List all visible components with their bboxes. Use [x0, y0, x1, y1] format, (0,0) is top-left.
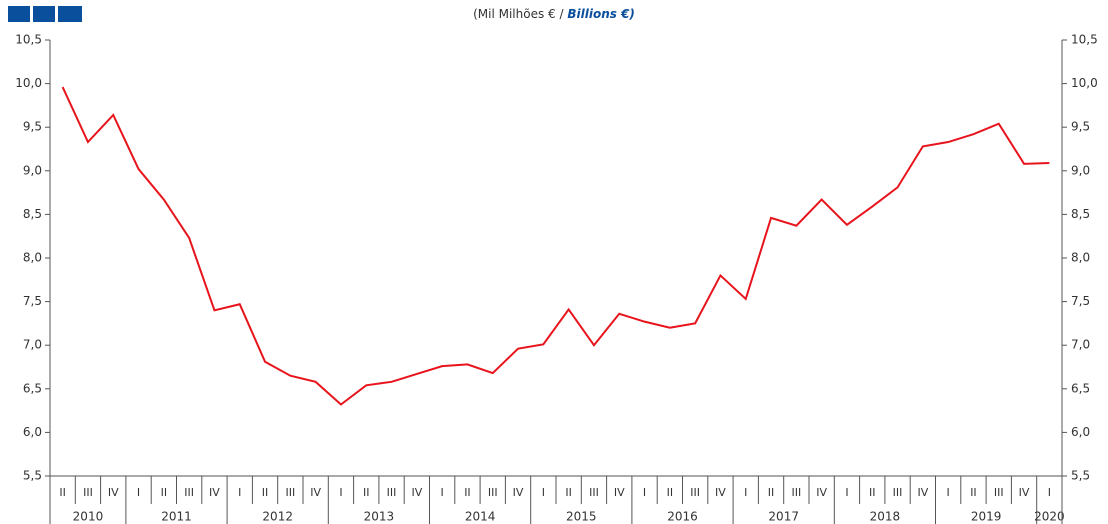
year-label: 2012: [262, 510, 293, 524]
x-tick-label: IV: [411, 486, 422, 499]
y-tick-label: 10,0: [15, 76, 42, 90]
y-tick-label: 6,5: [1071, 381, 1090, 395]
year-label: 2016: [667, 510, 698, 524]
x-tick-label: IV: [816, 486, 827, 499]
line-series: [61, 86, 1050, 406]
y-tick-label: 7,5: [1071, 294, 1090, 308]
x-tick-label: III: [184, 486, 194, 499]
x-tick-label: I: [643, 486, 646, 499]
x-tick-label: II: [262, 486, 269, 499]
y-tick-label: 8,5: [23, 207, 42, 221]
x-tick-label: III: [791, 486, 801, 499]
x-tick-label: I: [1048, 486, 1051, 499]
chart-title: (Mil Milhões € / Billions €): [473, 7, 635, 21]
y-tick-label: 10,0: [1071, 76, 1098, 90]
x-tick-label: IV: [1019, 486, 1030, 499]
x-tick-label: II: [565, 486, 572, 499]
y-tick-label: 8,0: [1071, 251, 1090, 265]
x-tick-label: IV: [917, 486, 928, 499]
y-tick-label: 9,5: [1071, 120, 1090, 134]
x-tick-label: II: [464, 486, 471, 499]
y-tick-label: 9,0: [1071, 163, 1090, 177]
title-en: Billions €): [567, 7, 635, 21]
x-tick-label: II: [869, 486, 876, 499]
year-label: 2018: [870, 510, 901, 524]
x-tick-label: IV: [715, 486, 726, 499]
x-tick-label: IV: [614, 486, 625, 499]
year-label: 2017: [768, 510, 799, 524]
y-tick-label: 8,5: [1071, 207, 1090, 221]
x-tick-label: I: [441, 486, 444, 499]
x-tick-label: III: [690, 486, 700, 499]
x-tick-label: III: [488, 486, 498, 499]
year-label: 2013: [364, 510, 395, 524]
x-tick-label: II: [59, 486, 66, 499]
x-tick-label: I: [238, 486, 241, 499]
x-tick-label: III: [387, 486, 397, 499]
y-tick-label: 7,5: [23, 294, 42, 308]
x-tick-label: I: [339, 486, 342, 499]
x-tick-label: III: [893, 486, 903, 499]
x-tick-label: I: [542, 486, 545, 499]
x-tick-label: IV: [209, 486, 220, 499]
x-tick-label: IV: [310, 486, 321, 499]
x-tick-label: II: [768, 486, 775, 499]
x-tick-label: II: [161, 486, 168, 499]
x-tick-label: I: [845, 486, 848, 499]
y-tick-label: 9,0: [23, 163, 42, 177]
year-label: 2010: [73, 510, 104, 524]
title-pt: (Mil Milhões € /: [473, 7, 564, 21]
year-label: 2015: [566, 510, 597, 524]
x-tick-label: I: [137, 486, 140, 499]
y-tick-label: 7,0: [23, 338, 42, 352]
y-tick-label: 5,5: [1071, 469, 1090, 483]
year-label: 2019: [971, 510, 1002, 524]
x-tick-label: III: [994, 486, 1004, 499]
year-label: 2011: [161, 510, 192, 524]
x-tick-label: III: [589, 486, 599, 499]
logo-square: [33, 6, 55, 22]
x-tick-label: II: [667, 486, 674, 499]
y-tick-label: 7,0: [1071, 338, 1090, 352]
x-tick-label: II: [970, 486, 977, 499]
y-tick-label: 5,5: [23, 469, 42, 483]
x-tick-label: IV: [513, 486, 524, 499]
y-tick-label: 6,0: [23, 425, 42, 439]
x-tick-label: III: [83, 486, 93, 499]
logo-square: [58, 6, 82, 22]
logo-square: [8, 6, 30, 22]
y-tick-label: 8,0: [23, 251, 42, 265]
x-tick-label: II: [363, 486, 370, 499]
y-tick-label: 10,5: [15, 33, 42, 47]
x-tick-label: I: [744, 486, 747, 499]
x-tick-label: III: [285, 486, 295, 499]
y-tick-label: 10,5: [1071, 33, 1098, 47]
y-tick-label: 6,0: [1071, 425, 1090, 439]
x-tick-label: I: [947, 486, 950, 499]
y-tick-label: 6,5: [23, 381, 42, 395]
year-label: 2020: [1034, 510, 1065, 524]
y-tick-label: 9,5: [23, 120, 42, 134]
x-tick-label: IV: [108, 486, 119, 499]
year-label: 2014: [465, 510, 496, 524]
